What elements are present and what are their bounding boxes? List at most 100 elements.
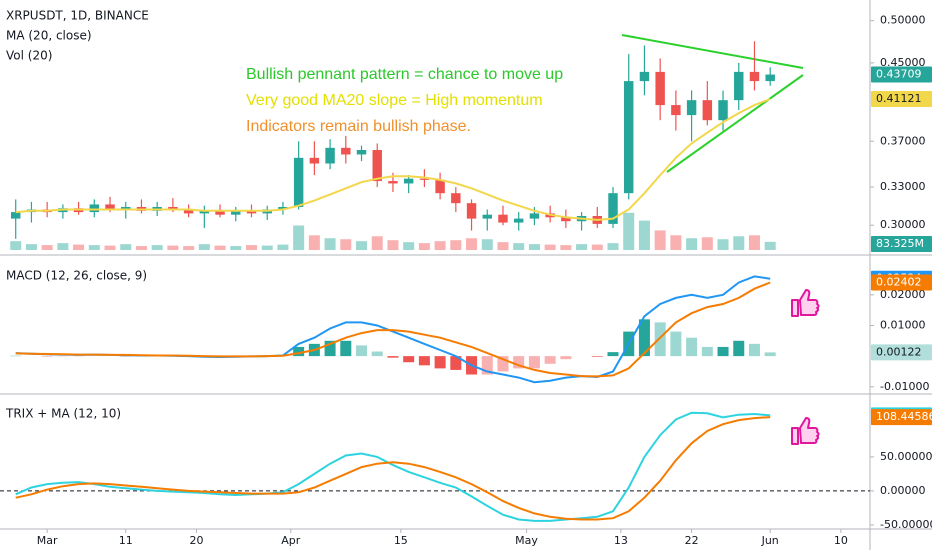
volume-bar: [544, 244, 556, 250]
x-tick-label: May: [515, 534, 538, 547]
last-value-label: 83.325M: [876, 237, 924, 250]
last-value-box: [871, 236, 932, 252]
volume-bar: [324, 238, 336, 250]
volume-bar: [293, 225, 305, 250]
histogram-bar: [528, 356, 540, 369]
indicator-line: [15, 281, 771, 378]
volume-bar: [497, 242, 509, 250]
volume-bar: [513, 243, 525, 250]
volume-bar: [403, 242, 415, 250]
volume-bar: [528, 244, 540, 250]
volume-bar: [245, 245, 257, 250]
candle-body: [215, 210, 225, 215]
volume-bar: [356, 241, 368, 250]
candle-body: [529, 213, 540, 219]
x-tick-label: Apr: [281, 534, 301, 547]
histogram-bar: [481, 356, 493, 375]
last-value-label: 0.00122: [876, 345, 922, 358]
histogram-bar: [591, 356, 603, 357]
volume-bar: [638, 220, 650, 250]
last-value-box: [871, 409, 932, 426]
volume-bar: [686, 238, 698, 250]
histogram-bar: [403, 356, 415, 363]
candle-body: [356, 150, 367, 155]
histogram-bar: [686, 337, 698, 357]
candle-body: [325, 147, 335, 164]
candle-body: [718, 100, 728, 121]
volume-bar: [135, 246, 147, 250]
volume-bar: [560, 245, 572, 250]
last-value-label: 0.02402: [876, 275, 922, 288]
histogram-bar: [701, 346, 713, 357]
histogram-bar: [638, 319, 650, 357]
histogram-bar: [748, 343, 760, 357]
histogram-bar: [371, 351, 383, 357]
y-tick-label: 0.01000: [880, 318, 926, 331]
candle-body: [624, 81, 634, 194]
x-tick-label: Mar: [37, 534, 58, 547]
candle-body: [168, 206, 178, 210]
histogram-bar: [513, 356, 525, 369]
candle-body: [231, 210, 241, 215]
histogram-bar: [356, 345, 368, 357]
x-tick-label: 11: [119, 534, 133, 547]
candle-body: [702, 100, 713, 121]
x-tick-label: 22: [685, 534, 699, 547]
volume-bar: [764, 241, 776, 250]
candle-body: [734, 71, 744, 101]
candle-body: [183, 209, 194, 214]
symbol-title: XRPUSDT, 1D, BINANCE: [6, 9, 149, 23]
volume-bar: [308, 235, 320, 250]
ma-legend: MA (20, close): [6, 29, 92, 43]
candle-body: [561, 217, 571, 222]
candle-body: [278, 206, 288, 210]
indicator-line: [15, 416, 771, 521]
last-value-box: [871, 344, 932, 361]
histogram-bar: [654, 322, 666, 357]
y-tick-label: 0.33000: [880, 180, 926, 193]
indicator-line: [15, 411, 771, 522]
volume-bar: [198, 244, 210, 250]
volume-bar: [434, 241, 446, 250]
volume-bar: [214, 245, 226, 250]
volume-bar: [277, 244, 289, 250]
candle-body: [309, 157, 320, 164]
volume-bar: [733, 236, 745, 250]
thumbs-up-icon: [791, 289, 820, 317]
y-tick-label: 0.45000: [880, 56, 926, 69]
histogram-bar: [340, 340, 352, 357]
trend-line: [666, 74, 804, 173]
candle-body: [655, 71, 665, 106]
candle-body: [686, 100, 697, 116]
candle-body: [105, 204, 115, 210]
candle-body: [749, 71, 760, 82]
candle-body: [451, 193, 461, 204]
histogram-bar: [717, 346, 729, 357]
volume-bar: [230, 246, 242, 250]
volume-bar: [25, 244, 37, 250]
x-tick-label: 10: [834, 534, 848, 547]
y-tick-label: 0.50000: [880, 14, 926, 27]
last-value-label: 0.43709: [876, 68, 922, 81]
volume-bar: [261, 245, 273, 250]
candle-body: [608, 193, 618, 224]
x-tick-label: 15: [394, 534, 408, 547]
candle-body: [199, 210, 210, 214]
y-tick-label: -0.01000: [880, 380, 929, 393]
ma-line: [15, 98, 771, 221]
candle-body: [639, 71, 650, 82]
volume-bar: [418, 243, 430, 250]
y-tick-label: 0.00000: [880, 484, 926, 497]
volume-bar: [670, 235, 682, 250]
volume-bar: [10, 241, 22, 250]
y-tick-label: 50.00000: [880, 450, 932, 463]
histogram-bar: [434, 356, 446, 369]
x-tick-label: Jun: [761, 534, 779, 547]
annotation: Indicators remain bullish phase.: [246, 118, 471, 135]
candle-body: [513, 218, 524, 223]
volume-bar: [701, 237, 713, 250]
y-tick-label: 0.02000: [880, 288, 926, 301]
histogram-bar: [764, 352, 776, 357]
volume-bar: [167, 245, 179, 250]
